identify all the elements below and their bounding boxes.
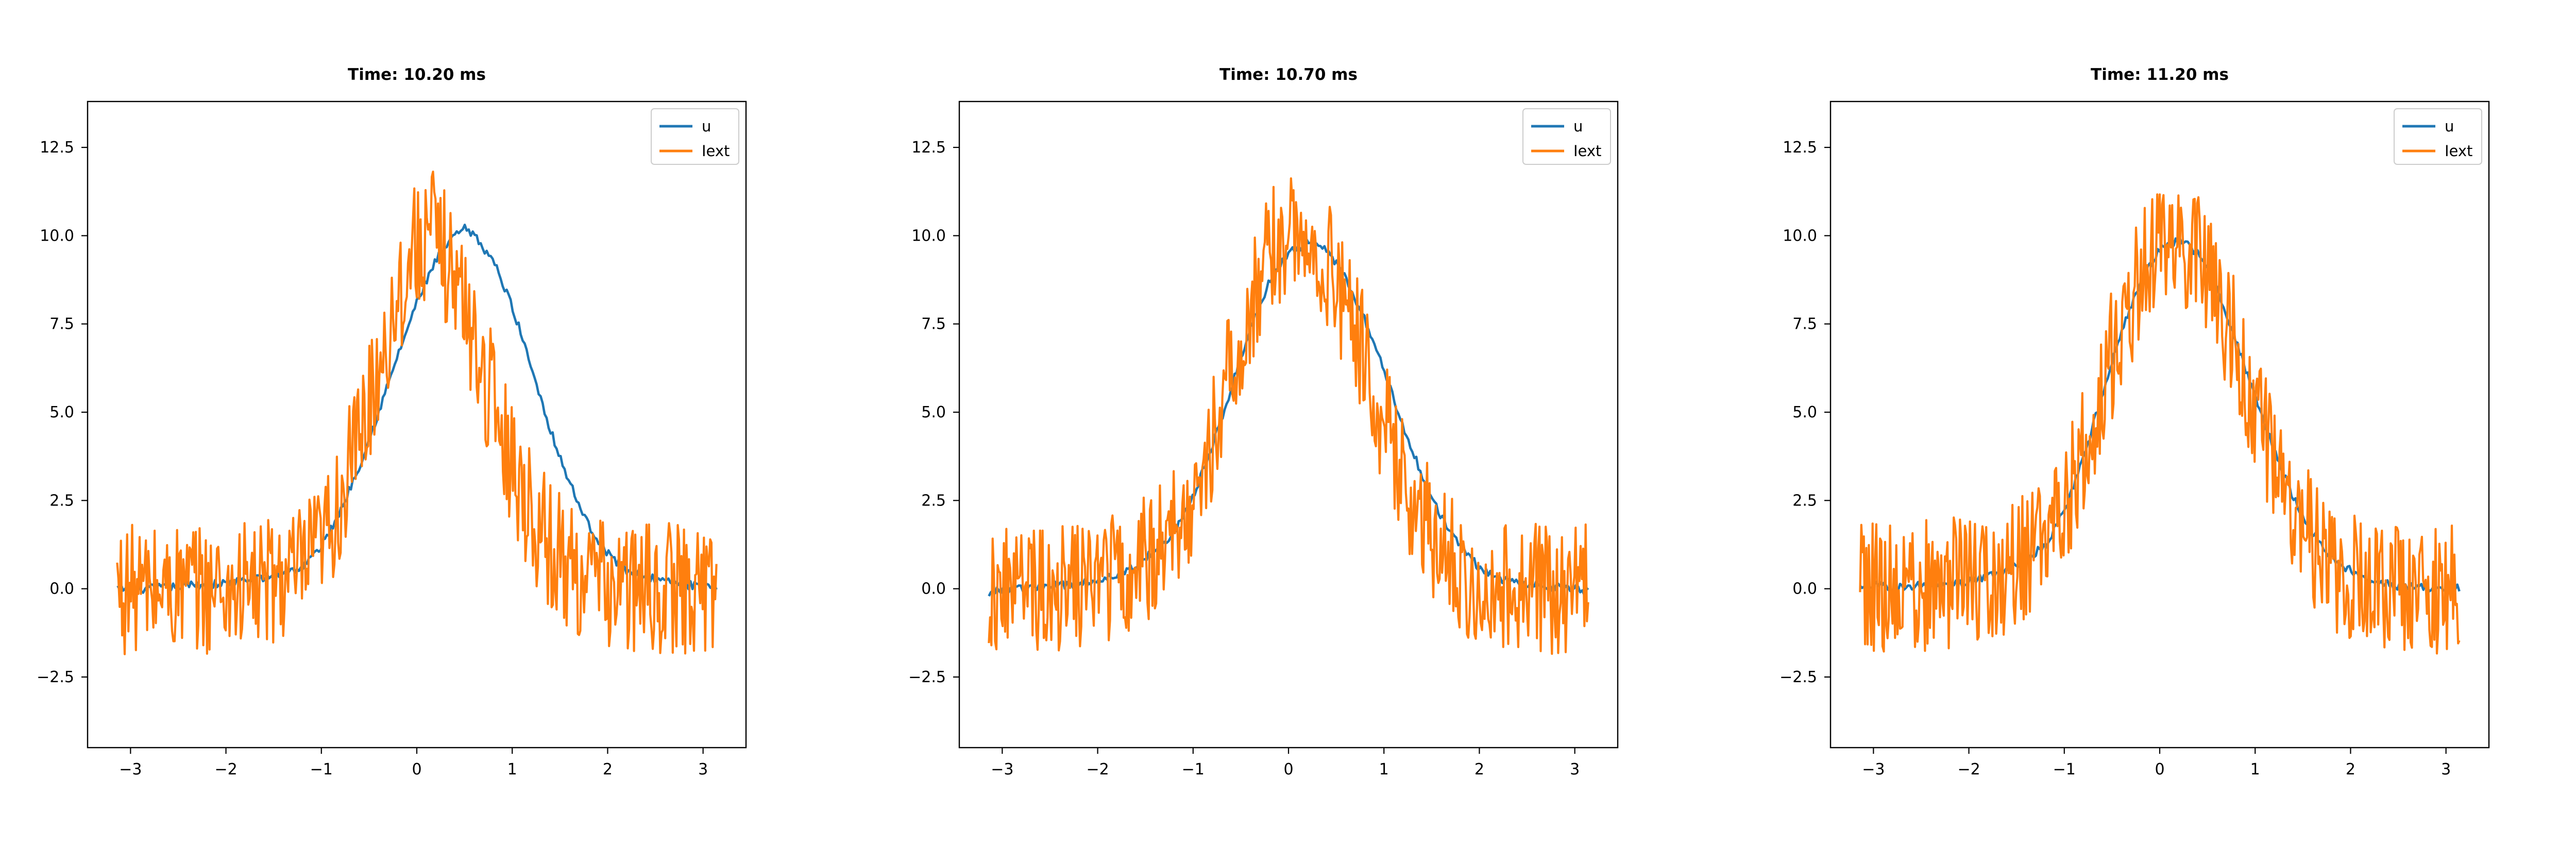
legend-label-iext: Iext <box>702 142 730 160</box>
y-tick-label: 5.0 <box>49 403 74 421</box>
chart-panel-1: Time: 10.20 ms −3 −2 −1 0 1 2 3 −2.5 0.0 2.5 5.0 7.5… <box>37 65 747 779</box>
y-tick-label: 5.0 <box>1792 403 1817 421</box>
chart-title: Time: 10.70 ms <box>1219 65 1358 84</box>
x-tick-label: 2 <box>2346 760 2355 779</box>
plot-lines <box>116 171 718 655</box>
series-line-u <box>988 238 1589 597</box>
y-tick-label: 10.0 <box>1783 227 1817 245</box>
y-tick-label: 5.0 <box>921 403 946 421</box>
y-tick-label: 10.0 <box>911 227 946 245</box>
x-tick-label: −1 <box>2053 760 2076 779</box>
x-tick-label: −2 <box>1957 760 1980 779</box>
y-tick-label: −2.5 <box>1780 668 1817 686</box>
legend-label-u: u <box>1573 117 1583 135</box>
x-tick-label: 0 <box>2155 760 2164 779</box>
y-tick-label: 12.5 <box>911 139 946 157</box>
x-tick-label: 1 <box>1379 760 1389 779</box>
x-tick-label: −1 <box>1182 760 1205 779</box>
legend: u Iext <box>2394 108 2482 165</box>
y-tick-label: −2.5 <box>37 668 74 686</box>
x-tick-label: −3 <box>991 760 1013 779</box>
series-line-u <box>116 223 718 594</box>
y-tick-label: 7.5 <box>49 315 74 333</box>
x-tick-label: 0 <box>1283 760 1293 779</box>
y-tick-label: 10.0 <box>40 227 74 245</box>
series-line-iext <box>988 177 1589 655</box>
y-tick-label: 7.5 <box>921 315 946 333</box>
x-tick-label: 3 <box>2441 760 2451 779</box>
x-tick-label: −2 <box>214 760 237 779</box>
chart-title: Time: 10.20 ms <box>348 65 486 84</box>
x-tick-label: −3 <box>119 760 142 779</box>
legend: u Iext <box>651 108 739 165</box>
x-tick-label: −2 <box>1086 760 1109 779</box>
chart-title: Time: 11.20 ms <box>2091 65 2229 84</box>
legend-label-iext: Iext <box>2445 142 2472 160</box>
x-tick-label: 3 <box>1570 760 1580 779</box>
y-tick-label: 7.5 <box>1792 315 1817 333</box>
x-tick-label: 0 <box>412 760 421 779</box>
x-tick-label: −1 <box>310 760 333 779</box>
x-tick-label: 2 <box>1475 760 1484 779</box>
chart-panel-2: Time: 10.70 ms −3 −2 −1 0 1 2 3 −2.5 0.0 2.5 5.0 7.5… <box>908 65 1619 779</box>
legend-label-u: u <box>702 117 711 135</box>
x-tick-label: 1 <box>2250 760 2260 779</box>
legend: u Iext <box>1522 108 1611 165</box>
x-tick-label: −3 <box>1862 760 1885 779</box>
y-tick-label: 2.5 <box>1792 492 1817 510</box>
plot-area <box>88 102 746 748</box>
y-tick-label: 2.5 <box>49 492 74 510</box>
y-tick-label: −2.5 <box>908 668 946 686</box>
y-tick-label: 12.5 <box>1783 139 1817 157</box>
series-line-iext <box>1859 193 2461 655</box>
x-tick-label: 1 <box>507 760 517 779</box>
y-tick-label: 0.0 <box>49 580 74 598</box>
y-tick-label: 0.0 <box>1792 580 1817 598</box>
plot-lines <box>1859 193 2461 655</box>
x-tick-label: 3 <box>698 760 708 779</box>
series-line-iext <box>116 171 718 655</box>
legend-label-u: u <box>2445 117 2454 135</box>
legend-label-iext: Iext <box>1573 142 1601 160</box>
y-tick-label: 0.0 <box>921 580 946 598</box>
chart-panel-3: Time: 11.20 ms −3 −2 −1 0 1 2 3 −2.5 0.0 2.5 5.0 7.5… <box>1780 65 2490 779</box>
x-tick-label: 2 <box>603 760 613 779</box>
plot-lines <box>988 177 1589 655</box>
y-tick-label: 2.5 <box>921 492 946 510</box>
y-tick-label: 12.5 <box>40 139 74 157</box>
